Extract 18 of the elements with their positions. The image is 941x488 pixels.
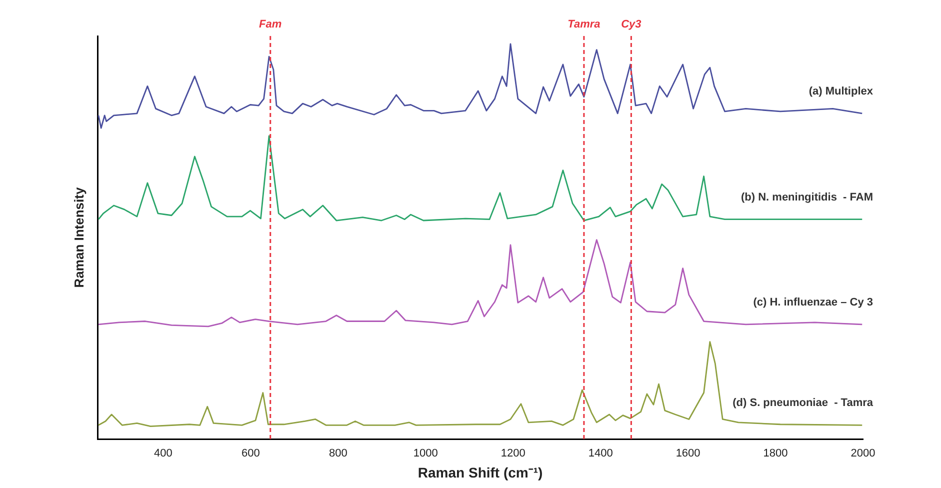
x-tick-label: 2000: [850, 448, 876, 460]
x-tick-label: 600: [242, 448, 260, 460]
x-tick-label: 1200: [500, 448, 526, 460]
x-tick-label: 1600: [676, 448, 700, 460]
x-tick-label: 400: [154, 448, 172, 460]
ref-line-label: Cy3: [621, 18, 642, 31]
x-axis-title: Raman Shift (cm⁻¹): [418, 464, 543, 480]
series-label: (b) N. meningitidis - FAM: [741, 191, 873, 204]
y-axis-title: Raman Intensity: [71, 186, 86, 288]
series-label: (d) S. pneumoniae - Tamra: [732, 397, 874, 410]
series-label: (a) Multiplex: [808, 85, 874, 98]
x-tick-label: 1800: [763, 448, 788, 460]
x-tick-label: 1400: [588, 448, 613, 460]
series-label: (c) H. influenzae – Cy 3: [753, 296, 873, 308]
ref-line-label: Fam: [259, 18, 282, 31]
x-tick-label: 800: [328, 448, 348, 460]
x-tick-label: 1000: [413, 448, 438, 460]
ref-line-label: Tamra: [568, 18, 600, 31]
